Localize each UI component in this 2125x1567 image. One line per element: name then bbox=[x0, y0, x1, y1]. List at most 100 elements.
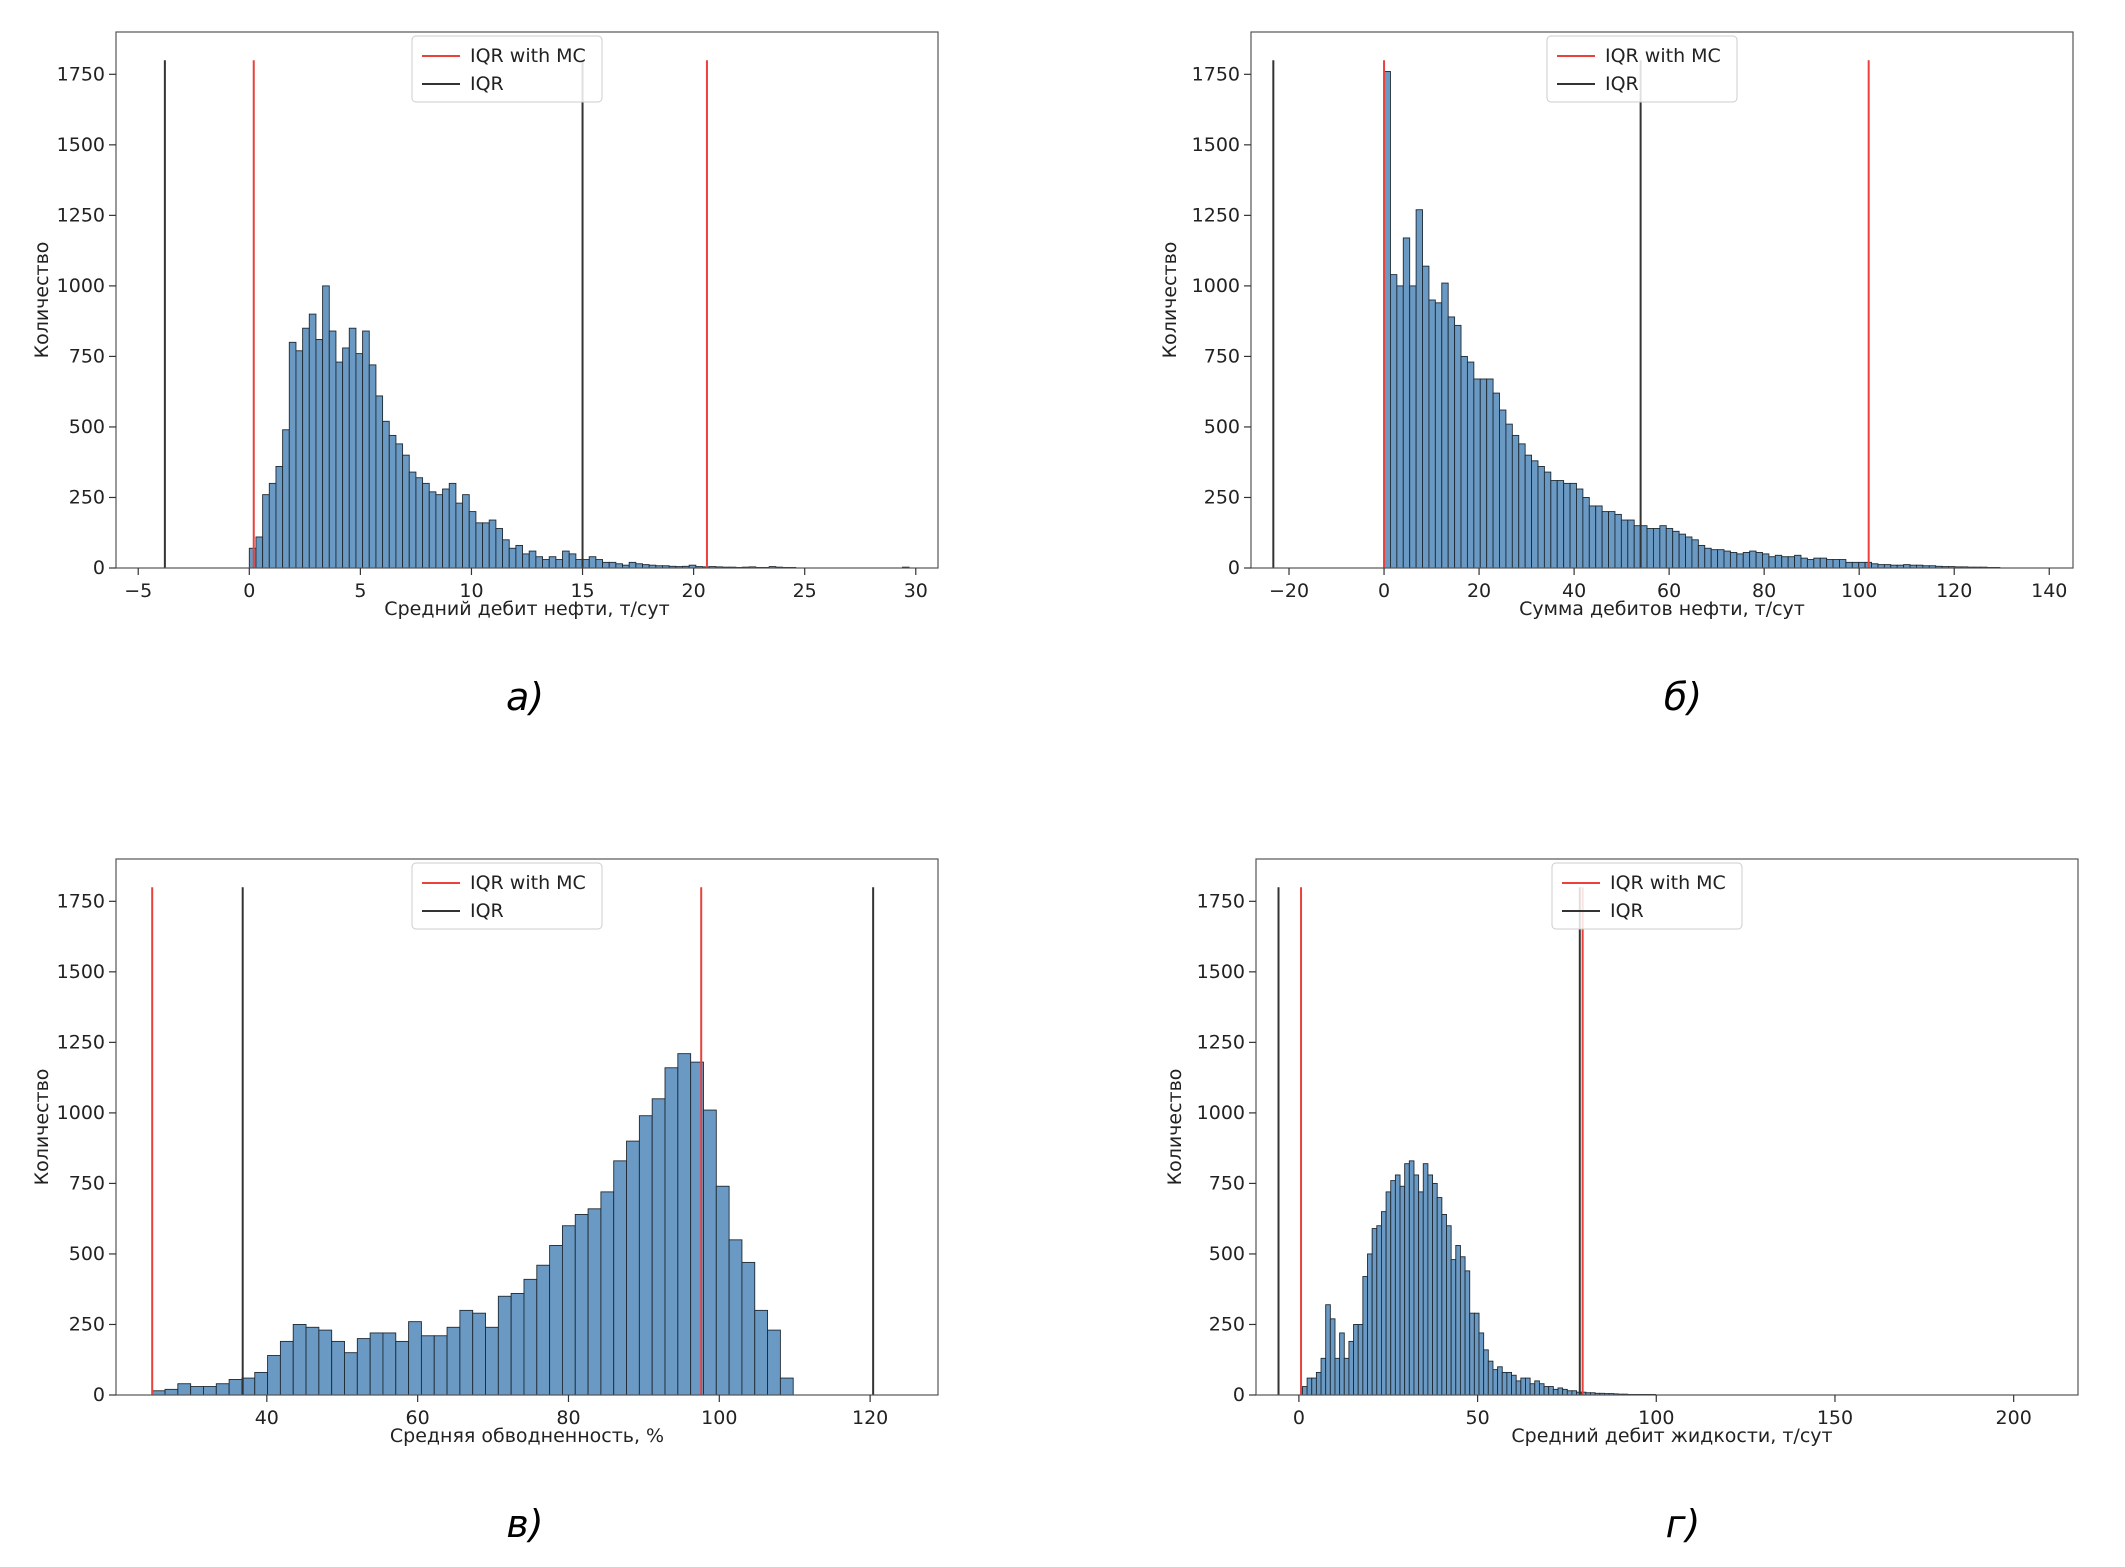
histogram-bar bbox=[254, 1371, 269, 1396]
x-tick-label: 20 bbox=[1467, 580, 1491, 602]
y-axis-label: Количество bbox=[31, 242, 53, 359]
y-tick-label: 750 bbox=[69, 345, 105, 367]
histogram-bar bbox=[1794, 554, 1802, 569]
histogram-bar bbox=[408, 471, 417, 569]
subplot-caption: б) bbox=[1664, 675, 1702, 719]
legend: IQR with MC IQR bbox=[411, 862, 603, 930]
histogram-c: Средняя обводненность, % Количество в) 0… bbox=[31, 858, 939, 1546]
x-tick-label: 25 bbox=[793, 580, 817, 602]
histogram-bar bbox=[1415, 209, 1423, 569]
histogram-bar bbox=[1505, 423, 1513, 569]
histogram-bar bbox=[1492, 1369, 1499, 1396]
y-tick-label: 1000 bbox=[57, 1102, 105, 1124]
histogram-bar bbox=[508, 547, 517, 569]
y-axis-label: Количество bbox=[1164, 1069, 1186, 1186]
legend-box bbox=[1551, 862, 1743, 930]
histogram-bar bbox=[402, 454, 410, 569]
histogram-bar bbox=[1806, 559, 1815, 569]
histogram-bar bbox=[1511, 1374, 1517, 1396]
histogram-bar bbox=[1569, 482, 1577, 569]
x-tick-label: 0 bbox=[243, 580, 255, 602]
plot-area bbox=[115, 31, 939, 569]
histogram-bar bbox=[368, 364, 377, 569]
histogram-bar bbox=[215, 1383, 230, 1396]
histogram-bar bbox=[779, 1377, 794, 1396]
histogram-bar bbox=[328, 330, 337, 569]
x-tick-label: −5 bbox=[124, 580, 152, 602]
legend-entry: IQR with MC bbox=[1605, 45, 1721, 67]
histogram-bar bbox=[275, 465, 284, 569]
histogram-bar bbox=[267, 1355, 281, 1396]
histogram-bar bbox=[1450, 1259, 1457, 1396]
histogram-bar bbox=[420, 1335, 435, 1396]
histogram-bar bbox=[1723, 550, 1731, 569]
histogram-bar bbox=[1466, 361, 1475, 569]
histogram-bar bbox=[1409, 285, 1417, 569]
histogram-bar bbox=[1537, 465, 1545, 569]
histogram-bar bbox=[1826, 559, 1834, 569]
histogram-bar bbox=[728, 1239, 743, 1396]
histogram-bar bbox=[1851, 561, 1860, 569]
histogram-bar bbox=[268, 482, 277, 569]
histogram-bar bbox=[1762, 553, 1770, 569]
histogram-bar bbox=[482, 522, 490, 569]
histogram-bar bbox=[1768, 556, 1776, 569]
histogram-bar bbox=[1787, 556, 1796, 569]
x-tick-label: 140 bbox=[2031, 580, 2067, 602]
histogram-bar bbox=[562, 550, 570, 569]
histogram-bar bbox=[1418, 1191, 1424, 1396]
histogram-bar bbox=[468, 511, 477, 569]
bars bbox=[1383, 71, 2001, 569]
histogram-bar bbox=[574, 1213, 589, 1396]
histogram-bar bbox=[1473, 378, 1481, 569]
y-tick-label: 1750 bbox=[1192, 63, 1240, 85]
plot-area bbox=[1250, 31, 2074, 569]
x-tick-label: 120 bbox=[852, 1407, 888, 1429]
histogram-bar bbox=[1320, 1357, 1327, 1396]
histogram-bar bbox=[1422, 265, 1430, 569]
x-tick-label: 80 bbox=[556, 1407, 580, 1429]
histogram-bar bbox=[536, 1264, 551, 1396]
histogram-bar bbox=[1329, 1318, 1336, 1396]
legend: IQR with MC IQR bbox=[411, 35, 603, 103]
histogram-bar bbox=[282, 429, 290, 569]
histogram-bar bbox=[1659, 525, 1667, 569]
histogram-bar bbox=[388, 434, 397, 569]
histogram-bar bbox=[1562, 1388, 1568, 1396]
histogram-bar bbox=[1614, 513, 1622, 569]
histogram-bar bbox=[1348, 1340, 1355, 1396]
histogram-bar bbox=[677, 1053, 692, 1396]
histogram-bar bbox=[1531, 460, 1539, 569]
histogram-bar bbox=[1492, 392, 1500, 569]
histogram-bar bbox=[1548, 1386, 1554, 1396]
histogram-bar bbox=[1576, 488, 1584, 569]
histogram-bar bbox=[1525, 1377, 1531, 1396]
histogram-bar bbox=[305, 1326, 320, 1396]
histogram-bar bbox=[308, 313, 317, 569]
histogram-bar bbox=[703, 1109, 717, 1396]
legend: IQR with MC IQR bbox=[1546, 35, 1738, 103]
y-tick-label: 1750 bbox=[1197, 890, 1245, 912]
histogram-bar bbox=[315, 339, 324, 569]
histogram-bar bbox=[502, 539, 510, 569]
histogram-bar bbox=[587, 1208, 602, 1396]
iqr-lines bbox=[163, 60, 708, 568]
histogram-bar bbox=[446, 1326, 461, 1396]
histogram-bar bbox=[1845, 561, 1853, 569]
histogram-bar bbox=[1478, 1332, 1485, 1396]
legend-entry: IQR with MC bbox=[1610, 872, 1726, 894]
histogram-bar bbox=[635, 563, 643, 569]
histogram-bar bbox=[1483, 1349, 1489, 1396]
histogram-bar bbox=[1390, 1180, 1396, 1396]
histogram-bar bbox=[459, 1309, 474, 1396]
legend-entry: IQR bbox=[1610, 900, 1644, 922]
y-tick-label: 500 bbox=[69, 1243, 105, 1265]
histogram-bar bbox=[535, 556, 544, 569]
histogram-bar bbox=[1672, 530, 1680, 569]
x-tick-label: 10 bbox=[459, 580, 483, 602]
histogram-bar bbox=[1434, 302, 1443, 569]
histogram-bar bbox=[1557, 1387, 1564, 1396]
histogram-bar bbox=[1376, 1225, 1382, 1396]
histogram-bar bbox=[1520, 1377, 1526, 1396]
